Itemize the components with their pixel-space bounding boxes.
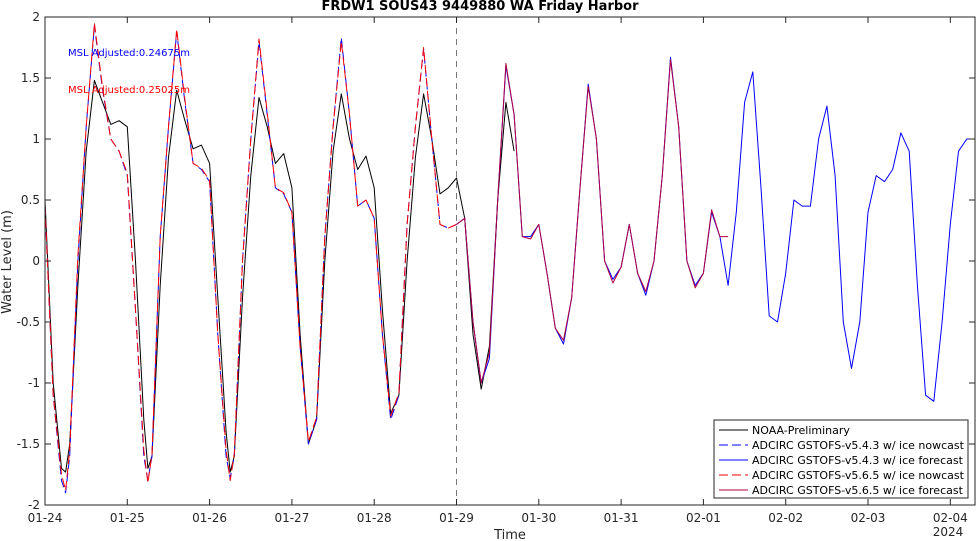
- y-tick-label: 0: [32, 254, 40, 268]
- chart-title: FRDW1 SOUS43 9449880 WA Friday Harbor: [321, 0, 639, 14]
- x-axis-secondary-label: 2024: [933, 525, 964, 539]
- legend-box: [713, 419, 969, 499]
- series-line-4: [456, 59, 729, 384]
- x-tick-label: 02-04: [933, 511, 968, 525]
- x-tick-label: 01-31: [604, 511, 639, 525]
- x-tick-label: 01-30: [521, 511, 556, 525]
- y-tick-label: -1.5: [17, 437, 40, 451]
- x-axis-label: Time: [493, 528, 526, 541]
- x-axis: 01-24 01-25 01-26 01-27 01-28 01-29 01-30 01-31…: [28, 17, 968, 525]
- y-tick-label: -2: [28, 498, 40, 512]
- x-tick-label: 01-28: [357, 511, 392, 525]
- msl-annotation-blue: MSL Adjusted:0.24675m: [68, 48, 190, 59]
- x-tick-label: 02-01: [686, 511, 721, 525]
- series-line-0: [44, 79, 515, 473]
- legend-entry: ADCIRC GSTOFS-v5.6.5 w/ ice nowcast: [752, 469, 965, 482]
- y-tick-label: 1: [32, 132, 40, 146]
- series-line-2: [456, 56, 975, 402]
- x-tick-label: 02-02: [768, 511, 803, 525]
- y-axis-label: Water Level (m): [0, 210, 15, 314]
- legend-entry: ADCIRC GSTOFS-v5.4.3 w/ ice forecast: [752, 454, 964, 467]
- x-tick-label: 01-26: [192, 511, 227, 525]
- msl-annotation-red: MSL Adjusted:0.25025m: [68, 85, 190, 96]
- legend-entry: NOAA-Preliminary: [752, 424, 850, 437]
- plot-lines: [44, 22, 975, 494]
- legend: NOAA-Preliminary ADCIRC GSTOFS-v5.4.3 w/ …: [713, 419, 969, 499]
- x-tick-label: 01-24: [28, 511, 63, 525]
- y-tick-label: 2: [32, 10, 40, 24]
- x-tick-label: 01-29: [439, 511, 474, 525]
- x-tick-label: 01-25: [110, 511, 145, 525]
- y-tick-label: -1: [28, 376, 40, 390]
- x-tick-label: 02-03: [851, 511, 886, 525]
- legend-entry: ADCIRC GSTOFS-v5.4.3 w/ ice nowcast: [752, 439, 965, 452]
- x-tick-label: 01-27: [274, 511, 309, 525]
- legend-entry: ADCIRC GSTOFS-v5.6.5 w/ ice forecast: [752, 484, 964, 497]
- series-line-3: [44, 22, 457, 491]
- y-tick-label: 1.5: [21, 71, 40, 85]
- y-tick-label: 0.5: [21, 193, 40, 207]
- y-axis: -2 -1.5 -1 -0.5 0 0.5 1 1.5 2: [17, 10, 975, 512]
- y-tick-label: -0.5: [17, 315, 40, 329]
